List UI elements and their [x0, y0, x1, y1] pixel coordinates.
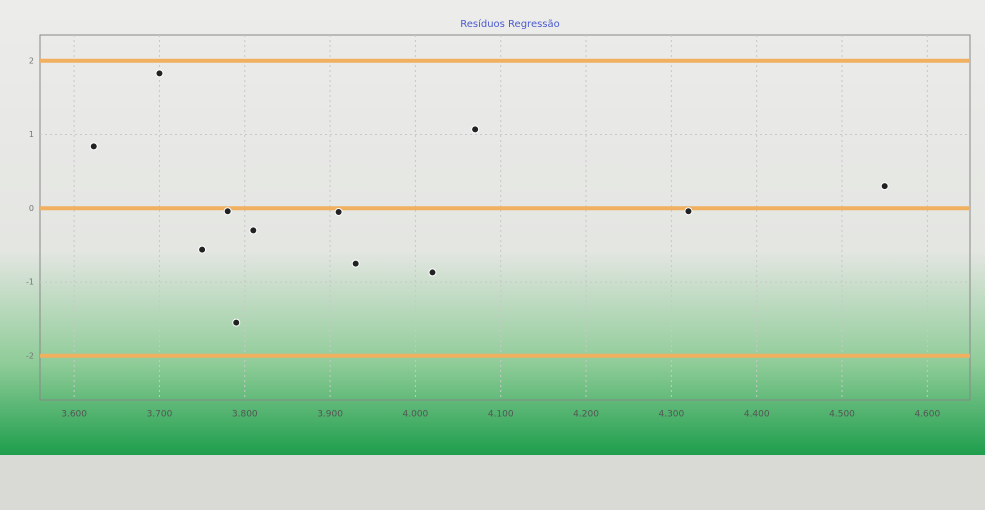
- point: [335, 208, 342, 215]
- x-tick-label: 3.700: [147, 410, 173, 420]
- y-tick-label: 1: [29, 130, 34, 139]
- x-tick-label: 4.100: [488, 410, 514, 420]
- point: [250, 227, 257, 234]
- chart-title: Resíduos Regressão: [460, 18, 560, 30]
- point: [199, 246, 206, 253]
- chart: Resíduos Regressão 2 1 0 -1 -2 3.600 3.700 3.80…: [0, 0, 985, 506]
- point: [224, 208, 231, 215]
- y-tick-label: 2: [29, 56, 34, 65]
- point: [90, 143, 97, 150]
- point: [352, 260, 359, 267]
- x-tick-label: 4.000: [403, 410, 429, 420]
- point: [156, 70, 163, 77]
- point: [685, 208, 692, 215]
- y-tick-label: -1: [26, 278, 34, 287]
- background: [0, 0, 985, 455]
- x-tick-label: 4.400: [744, 410, 770, 420]
- x-tick-label: 4.300: [658, 410, 684, 420]
- point: [881, 183, 888, 190]
- x-tick-label: 4.200: [573, 410, 599, 420]
- point: [429, 269, 436, 276]
- x-tick-label: 4.500: [829, 410, 855, 420]
- x-tick-label: 3.600: [61, 410, 87, 420]
- x-tick-label: 3.900: [317, 410, 343, 420]
- point: [233, 319, 240, 326]
- y-tick-label: 0: [29, 204, 34, 213]
- x-tick-label: 4.600: [914, 410, 940, 420]
- y-tick-label: -2: [26, 351, 34, 360]
- x-tick-label: 3.800: [232, 410, 258, 420]
- point: [472, 126, 479, 133]
